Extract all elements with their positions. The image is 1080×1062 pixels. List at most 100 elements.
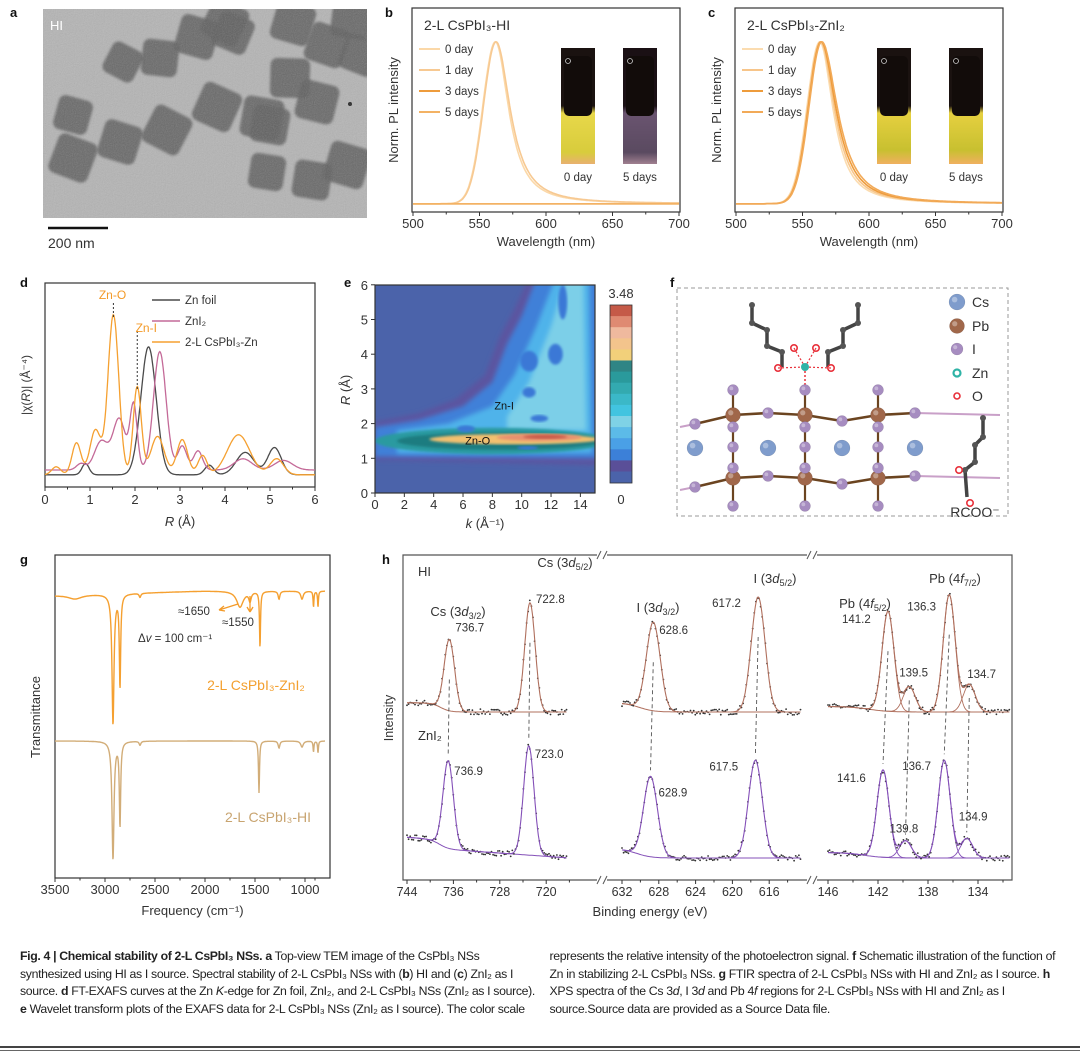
c-atom [764, 343, 770, 349]
x-axis-label: Frequency (cm⁻¹) [141, 903, 243, 918]
x-tick-label: 5 [266, 492, 273, 507]
x-tick-label: 550 [469, 216, 491, 231]
x-tick-label: 10 [514, 497, 528, 512]
i-atom [836, 415, 848, 427]
contour-blob [457, 425, 475, 433]
contour-blob [548, 343, 563, 365]
vial-label: 0 day [880, 172, 908, 184]
x-tick-label: 0 [41, 492, 48, 507]
colorbar-band [610, 404, 632, 417]
x-axis-label: R (Å) [165, 514, 195, 529]
legend-label: 3 days [445, 86, 479, 98]
caption-text: f [753, 984, 758, 999]
axis-break [806, 550, 818, 560]
caption-text: g [718, 966, 726, 981]
x-tick-label: 720 [536, 885, 557, 899]
xps-chart: 744 736 728 720 632 628 624 620 616 146 142 138 134 B… [382, 550, 1013, 919]
zn-atom [801, 363, 809, 371]
y-tick-label: 3 [361, 382, 368, 397]
exafs-chart: 0 1 2 3 4 5 6 R (Å) |χ(R)| (Å⁻⁴) Zn foil ZnI₂ 2-L C… [18, 282, 319, 529]
ligand-label: RCOO⁻ [950, 504, 999, 520]
region-label: Cs (3d3/2) [430, 604, 485, 621]
c-atom [779, 349, 785, 355]
c-atom [972, 442, 978, 448]
x-tick-label: 700 [668, 216, 690, 231]
plot-frame [44, 282, 316, 488]
zn-i-annotation: Zn-I [494, 401, 514, 413]
chart-title: 2-L CsPbI₃-HI [424, 17, 510, 33]
region-label: I (3d3/2) [636, 600, 679, 617]
tem-label: HI [50, 18, 63, 33]
i-atom [909, 470, 921, 482]
i-atom [799, 500, 811, 512]
colorbar-band [610, 305, 632, 317]
cs-atom [759, 439, 777, 457]
series-line [55, 590, 325, 725]
c-atom [749, 320, 755, 326]
legend-label: Pb [972, 318, 989, 334]
panel-label-h: h [382, 552, 390, 567]
vial-label: 5 days [949, 172, 983, 184]
peak-label: 134.9 [959, 811, 988, 823]
y-tick-label: 0 [361, 486, 368, 501]
colorbar-band [610, 416, 632, 428]
colorbar-band [610, 382, 632, 395]
i-atom [872, 421, 884, 433]
x-tick-label: 650 [925, 216, 947, 231]
i-atom [727, 441, 739, 453]
x-tick-label: 600 [858, 216, 880, 231]
fit-line [621, 759, 801, 859]
caption-text: and Pb 4 [704, 984, 755, 999]
legend-label: ZnI₂ [185, 316, 206, 328]
region-label: Pb (4f5/2) [839, 596, 891, 613]
i-atom [872, 462, 884, 474]
c-atom [972, 459, 978, 465]
caption-text: -edge for Zn foil, ZnI₂, and 2-L CsPbI₃ … [223, 984, 536, 999]
colorbar-band [610, 338, 632, 350]
x-axis-label: Binding energy (eV) [593, 904, 708, 919]
axis-break [596, 550, 608, 560]
x-tick-label: 550 [792, 216, 814, 231]
x-tick-label: 1500 [241, 882, 270, 897]
x-tick-label: 736 [443, 885, 464, 899]
caption-text: FTIR spectra of 2-L CsPbI₃ NSs with HI a… [725, 966, 1043, 981]
y-tick-label: 2 [361, 417, 368, 432]
y-axis-label: Transmittance [28, 676, 43, 758]
colorbar-band [610, 360, 632, 373]
vial-photo [949, 48, 983, 164]
x-tick-label: 4 [430, 497, 437, 512]
peak-shift-line [754, 636, 759, 755]
caption-text: Chemical stability of 2-L CsPbI₃ NSs. [59, 949, 263, 963]
x-tick-label: 14 [573, 497, 587, 512]
caption-text: Schematic illustration of the function o… [549, 949, 1056, 981]
peak-label: 722.8 [536, 594, 565, 606]
arrow-1650 [218, 603, 239, 612]
panel-label-e: e [344, 275, 351, 290]
legend-label: O [972, 388, 983, 404]
x-tick-label: 744 [397, 885, 418, 899]
peak-label: 134.7 [967, 669, 996, 681]
colorbar-band [610, 460, 632, 472]
contour-blob [522, 387, 536, 398]
x-tick-label: 3500 [41, 882, 70, 897]
bond [914, 475, 1001, 479]
i-atom [727, 384, 739, 396]
peak-label: 617.5 [709, 761, 738, 773]
i-atom [689, 481, 701, 493]
cs-atom [833, 439, 851, 457]
c-atom [764, 327, 770, 333]
legend-label: Zn [972, 365, 988, 381]
divider [0, 1050, 1080, 1051]
caption-text: c [457, 966, 464, 981]
y-axis-label: |χ(R)| (Å⁻⁴) [18, 355, 33, 415]
legend-label: 5 days [445, 107, 479, 119]
colorbar-band [610, 316, 632, 328]
vial-photo [561, 48, 595, 164]
y-axis-label: Norm. PL intensity [709, 57, 724, 163]
x-tick-label: 2000 [191, 882, 220, 897]
chart-title: 2-L CsPbI₃-ZnI₂ [747, 17, 845, 33]
y-tick-label: 1 [361, 451, 368, 466]
i-atom [799, 421, 811, 433]
y-tick-label: 5 [361, 313, 368, 328]
x-tick-label: 2 [131, 492, 138, 507]
